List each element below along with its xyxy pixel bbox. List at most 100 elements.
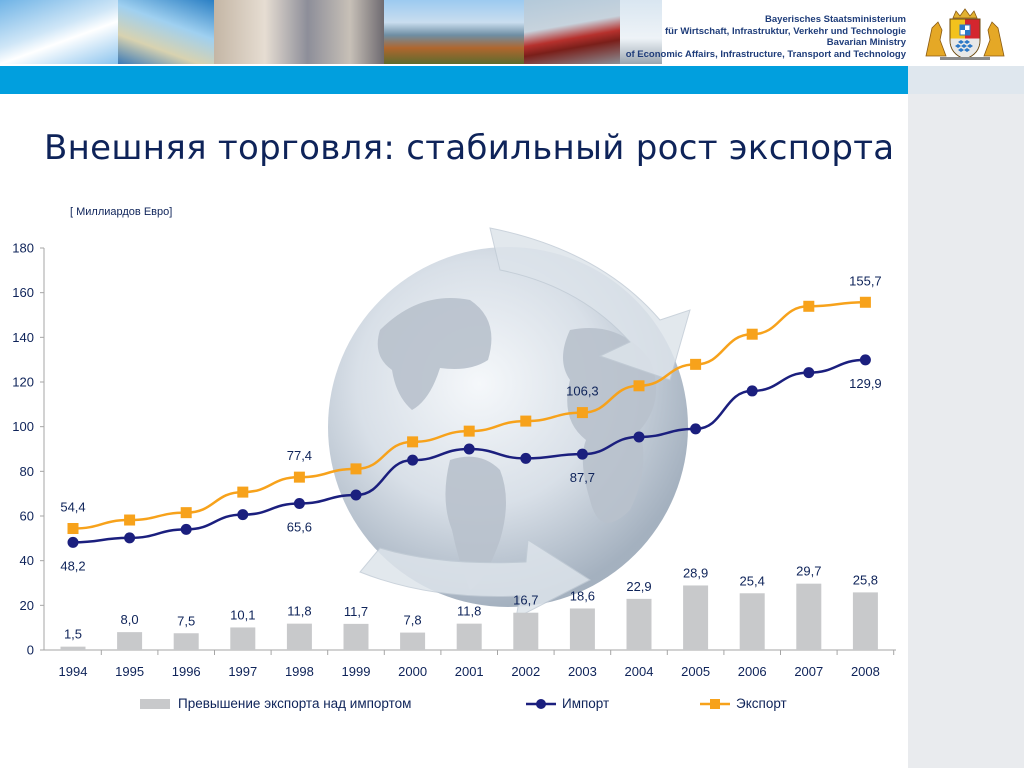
mountain-landscape-photo [384,0,524,64]
export-point [350,463,362,475]
x-tick-label: 1999 [342,664,371,679]
ministry-line: Bavarian Ministry [826,37,906,48]
import-point [407,454,419,466]
export-point [520,415,532,427]
surplus-bar [456,623,482,650]
import-point [237,509,249,521]
x-tick-label: 1996 [172,664,201,679]
surplus-bar [513,612,539,650]
legend-label-export: Экспорт [736,696,787,711]
surplus-bar [286,623,312,650]
surplus-bar-label: 25,8 [853,572,878,587]
surplus-bar-label: 25,4 [740,573,765,588]
unit-label: [ Миллиардов Евро] [70,206,173,218]
surplus-bar-label: 7,5 [177,613,195,628]
export-point [407,436,419,448]
legend-swatch-import [526,698,556,709]
surplus-bar [796,583,822,650]
surplus-bar [230,627,256,650]
x-tick-label: 2008 [851,664,880,679]
import-data-label: 87,7 [570,470,595,485]
trade-chart: 0 20 40 60 80 100 120 140 160 180 1994 1995 1996 199… [12,227,896,679]
import-data-label: 48,2 [60,558,85,573]
surplus-bar [683,585,709,650]
import-point [690,423,702,435]
export-point [859,296,871,308]
export-point [180,507,192,519]
export-point [237,486,249,498]
x-tick-label: 2000 [398,664,427,679]
surplus-bar [739,593,765,650]
legend-swatch-bar [140,698,170,709]
y-tick-label: 100 [12,419,34,434]
x-tick-label: 2007 [794,664,823,679]
y-tick-label: 40 [20,553,34,568]
x-tick-label: 2006 [738,664,767,679]
x-tick-label: 1998 [285,664,314,679]
legend-label-surplus: Превышение экспорта над импортом [178,696,412,711]
legend-label-import: Импорт [562,696,610,711]
import-point [350,489,362,501]
conference-meeting-photo [214,0,384,64]
export-point [124,514,136,526]
surplus-bar-label: 11,8 [287,604,311,619]
export-data-label: 106,3 [566,384,599,399]
surplus-bar-label: 11,8 [457,604,481,619]
surplus-bar [569,608,595,650]
export-point [67,523,79,535]
x-tick-label: 2003 [568,664,597,679]
x-tick-label: 2002 [511,664,540,679]
surplus-bar-label: 16,7 [513,593,538,608]
surplus-bar-label: 10,1 [230,607,255,622]
surplus-bar [400,632,426,650]
export-data-label: 77,4 [287,448,312,463]
y-tick-label: 120 [12,375,34,390]
export-point [576,407,588,419]
legend-item-surplus: Превышение экспорта над импортом [140,696,411,711]
bavarian-coat-of-arms-icon [920,6,1010,62]
globe-illustration [328,227,691,619]
ministry-line: für Wirtschaft, Infrastruktur, Verkehr u… [665,25,906,37]
surplus-bar [343,623,369,650]
surplus-bar-label: 28,9 [683,565,708,580]
train-photo [524,0,620,64]
import-point [67,536,79,548]
import-point [463,443,475,455]
x-tick-label: 2005 [681,664,710,679]
surplus-bar-label: 22,9 [626,579,651,594]
airport-photo [620,0,662,64]
legend-item-export: Экспорт [700,696,787,711]
import-point [124,532,136,544]
import-point [293,497,305,509]
import-point [520,452,532,464]
export-point [746,328,758,340]
surplus-bar [117,632,143,650]
sky-clouds-photo [0,0,118,64]
import-point [859,354,871,366]
export-point [803,300,815,312]
right-side-panel-top [908,66,1024,94]
surplus-bar-label: 8,0 [121,612,139,627]
export-data-label: 54,4 [60,500,85,515]
legend-item-import: Импорт [526,696,609,711]
export-point [633,380,645,392]
photo-strip [0,0,662,64]
ministry-line: of Economic Affairs, Infrastructure, Tra… [625,48,906,60]
surplus-bar-label: 1,5 [64,627,82,642]
import-point [746,385,758,397]
y-tick-label: 0 [27,643,34,658]
surplus-bar-label: 18,6 [570,588,595,603]
import-point [180,523,192,535]
chart-legend: Превышение экспорта над импортом Импорт … [0,696,908,720]
legend-swatch-export [700,698,730,709]
x-tick-label: 1997 [228,664,257,679]
import-point [576,448,588,460]
surplus-bar [626,598,652,650]
ministry-name: Bayerisches Staatsministerium für Wirtsc… [626,14,906,60]
y-tick-label: 80 [20,464,34,479]
import-data-label: 65,6 [287,519,312,534]
y-tick-label: 20 [20,598,34,613]
import-point [803,367,815,379]
surplus-bar-label: 7,8 [404,613,422,628]
x-tick-label: 1994 [59,664,88,679]
